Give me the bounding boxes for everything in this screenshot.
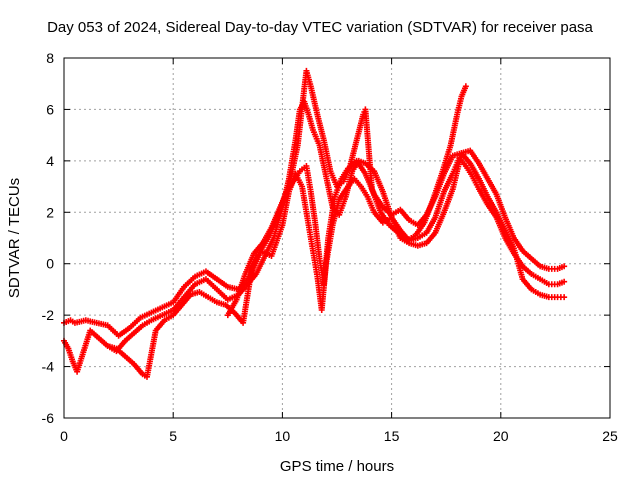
data-markers bbox=[61, 67, 568, 380]
x-tick-label: 0 bbox=[60, 428, 68, 444]
y-tick-label: 4 bbox=[46, 153, 54, 169]
x-tick-label: 20 bbox=[493, 428, 509, 444]
x-tick-label: 25 bbox=[602, 428, 618, 444]
series-track-d bbox=[224, 150, 568, 319]
x-tick-label: 5 bbox=[169, 428, 177, 444]
y-tick-label: 6 bbox=[46, 101, 54, 117]
y-tick-label: -6 bbox=[42, 410, 55, 426]
y-axis-label: SDTVAR / TECUs bbox=[6, 178, 23, 298]
axis-ticks: 0 5 10 15 20 25 -6 -4 -2 0 2 4 6 8 bbox=[42, 50, 618, 444]
plot-frame bbox=[63, 57, 611, 419]
x-tick-label: 15 bbox=[384, 428, 400, 444]
y-tick-label: 8 bbox=[46, 50, 54, 66]
x-tick-label: 10 bbox=[275, 428, 291, 444]
data-point bbox=[462, 83, 469, 90]
y-tick-label: 2 bbox=[46, 204, 54, 220]
y-tick-label: -4 bbox=[42, 359, 55, 375]
y-tick-label: 0 bbox=[46, 256, 54, 272]
data-point bbox=[561, 294, 568, 301]
data-point bbox=[561, 263, 568, 270]
chart-title: Day 053 of 2024, Sidereal Day-to-day VTE… bbox=[47, 19, 593, 36]
grid-lines bbox=[64, 58, 610, 418]
data-point bbox=[561, 278, 568, 285]
y-tick-label: -2 bbox=[42, 307, 55, 323]
x-axis-label: GPS time / hours bbox=[280, 458, 394, 475]
